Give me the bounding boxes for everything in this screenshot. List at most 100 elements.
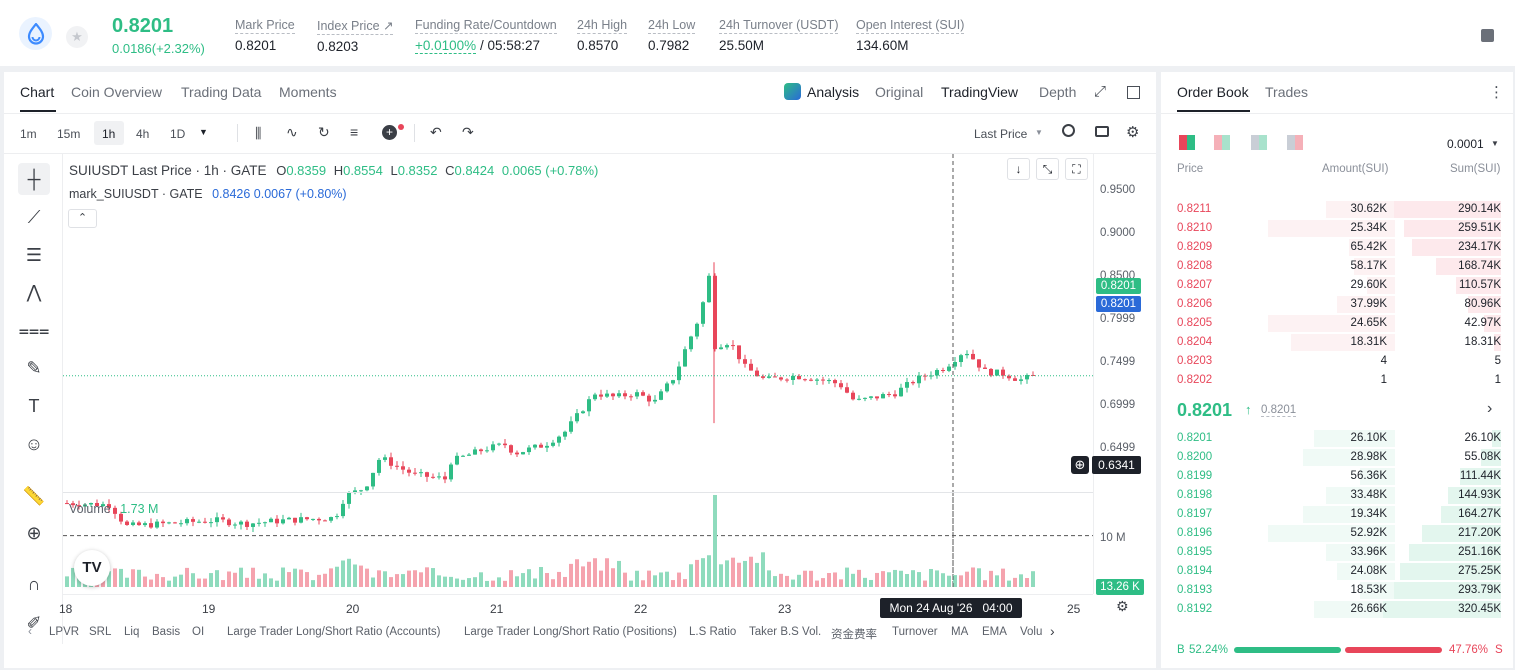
- interval-1d[interactable]: 1D: [170, 127, 186, 141]
- mid-chevron-icon[interactable]: ›: [1487, 400, 1493, 417]
- bid-row[interactable]: 0.8197 19.34K 164.27K: [1161, 505, 1513, 524]
- view-bids-icon[interactable]: [1251, 135, 1267, 150]
- indicator-oi[interactable]: OI: [192, 626, 205, 638]
- channel-tool-icon[interactable]: ☰: [25, 244, 43, 265]
- ask-row[interactable]: 0.8207 29.60K 110.57K: [1161, 276, 1513, 295]
- zoom-in-tool-icon[interactable]: ⊕: [26, 522, 42, 543]
- pattern-tool-icon[interactable]: ⋀: [26, 281, 42, 302]
- bid-row[interactable]: 0.8196 52.92K 217.20K: [1161, 524, 1513, 543]
- window-icon[interactable]: [1127, 86, 1140, 99]
- reset-scale-icon[interactable]: ⚙: [1116, 598, 1129, 614]
- indicator-ls-ratio[interactable]: L.S Ratio: [689, 626, 737, 638]
- interval-dropdown-icon[interactable]: ▼: [199, 127, 208, 137]
- brush-tool-icon[interactable]: ✎: [26, 357, 42, 378]
- expand-icon[interactable]: ⤢: [1094, 83, 1107, 100]
- indicators-icon[interactable]: ∿: [286, 124, 298, 140]
- view-mixed-icon[interactable]: [1214, 135, 1230, 150]
- ask-row[interactable]: 0.8205 24.65K 42.97K: [1161, 314, 1513, 333]
- indicators-scroll-left-icon[interactable]: ‹: [28, 624, 32, 638]
- indicators-scroll-right-icon[interactable]: ›: [1050, 623, 1055, 639]
- tab-coin-overview[interactable]: Coin Overview: [71, 84, 163, 100]
- view-both-icon[interactable]: [1179, 135, 1195, 150]
- add-indicator-icon[interactable]: +: [382, 125, 397, 140]
- fullscreen-chart-button[interactable]: ⛶: [1065, 158, 1088, 180]
- ask-row[interactable]: 0.8204 18.31K 18.31K: [1161, 333, 1513, 352]
- ask-row[interactable]: 0.8203 4 5: [1161, 352, 1513, 371]
- fib-tool-icon[interactable]: ⩶: [18, 319, 50, 340]
- tab-chart[interactable]: Chart: [20, 84, 55, 100]
- indicator-liq[interactable]: Liq: [124, 626, 140, 638]
- bid-row[interactable]: 0.8198 33.48K 144.93K: [1161, 486, 1513, 505]
- interval-4h[interactable]: 4h: [136, 127, 150, 141]
- favorite-star-icon[interactable]: ★: [66, 26, 88, 48]
- price-type-select[interactable]: Last Price: [974, 127, 1028, 141]
- notebook-icon[interactable]: [1481, 29, 1494, 42]
- indicator-turnover[interactable]: Turnover: [892, 626, 938, 638]
- volume-bar: [641, 580, 645, 587]
- scroll-down-button[interactable]: ↓: [1007, 158, 1030, 180]
- indicator-ema[interactable]: EMA: [982, 626, 1007, 638]
- ask-row[interactable]: 0.8211 30.62K 290.14K: [1161, 200, 1513, 219]
- crosshair-tool-icon[interactable]: ┼: [18, 163, 50, 195]
- templates-icon[interactable]: ≡: [350, 124, 359, 140]
- indicator-funding[interactable]: 资金费率: [831, 629, 877, 641]
- view-analysis[interactable]: Analysis: [807, 84, 860, 100]
- indicator-lt-positions[interactable]: Large Trader Long/Short Ratio (Positions…: [464, 626, 677, 638]
- interval-15m[interactable]: 15m: [57, 127, 81, 141]
- pencil-lock-icon[interactable]: ✐: [26, 612, 42, 633]
- magnet-tool-icon[interactable]: ∩: [27, 573, 41, 594]
- ask-row[interactable]: 0.8206 37.99K 80.96K: [1161, 295, 1513, 314]
- emoji-tool-icon[interactable]: ☺: [24, 433, 44, 454]
- indicator-ma[interactable]: MA: [951, 626, 969, 638]
- bid-row[interactable]: 0.8199 56.36K 111.44K: [1161, 467, 1513, 486]
- indicator-lt-accounts[interactable]: Large Trader Long/Short Ratio (Accounts): [227, 626, 441, 638]
- tab-order-book[interactable]: Order Book: [1177, 84, 1249, 100]
- view-tradingview[interactable]: TradingView: [941, 84, 1019, 100]
- refresh-icon[interactable]: ↻: [318, 124, 330, 140]
- camera-icon[interactable]: [1095, 126, 1109, 137]
- collapse-chart-button[interactable]: ⤡: [1036, 158, 1059, 180]
- undo-icon[interactable]: ↶: [430, 124, 442, 140]
- stat-index-price[interactable]: Index Price ↗ 0.8203: [317, 19, 394, 54]
- crosshair-plus-icon[interactable]: ⊕: [1071, 456, 1089, 474]
- redo-icon[interactable]: ↷: [462, 124, 474, 140]
- bid-row[interactable]: 0.8200 28.98K 55.08K: [1161, 448, 1513, 467]
- price-chart[interactable]: [63, 154, 1153, 584]
- price-axis[interactable]: 0.9500 0.9000 0.8500 0.7999 0.7499 0.699…: [1093, 154, 1153, 594]
- view-depth[interactable]: Depth: [1039, 84, 1077, 100]
- ask-row[interactable]: 0.8210 25.34K 259.51K: [1161, 219, 1513, 238]
- tab-moments[interactable]: Moments: [279, 84, 337, 100]
- text-tool-icon[interactable]: T: [28, 395, 40, 416]
- price-type-chevron-icon[interactable]: ▼: [1035, 128, 1043, 137]
- bid-row[interactable]: 0.8193 18.53K 293.79K: [1161, 581, 1513, 600]
- tab-trading-data[interactable]: Trading Data: [181, 84, 262, 100]
- volume-chart[interactable]: [63, 492, 1093, 587]
- view-asks-icon[interactable]: [1287, 135, 1303, 150]
- indicator-taker-vol[interactable]: Taker B.S Vol.: [749, 626, 822, 638]
- precision-select[interactable]: 0.0001: [1447, 137, 1484, 151]
- indicator-srl[interactable]: SRL: [89, 626, 112, 638]
- indicator-lpvr[interactable]: LPVR: [49, 626, 80, 638]
- trendline-tool-icon[interactable]: ⟋: [27, 206, 41, 227]
- ask-row[interactable]: 0.8208 58.17K 168.74K: [1161, 257, 1513, 276]
- interval-1m[interactable]: 1m: [20, 127, 37, 141]
- time-axis[interactable]: 18 19 20 21 22 23 25: [59, 594, 1093, 618]
- bid-row[interactable]: 0.8195 33.96K 251.16K: [1161, 543, 1513, 562]
- precision-chevron-icon[interactable]: ▼: [1491, 139, 1499, 148]
- view-original[interactable]: Original: [875, 84, 924, 100]
- candle-type-icon[interactable]: ⫼: [255, 125, 262, 141]
- search-icon[interactable]: [1062, 124, 1075, 137]
- indicator-basis[interactable]: Basis: [152, 626, 181, 638]
- bid-row[interactable]: 0.8192 26.66K 320.45K: [1161, 600, 1513, 619]
- bid-row[interactable]: 0.8201 26.10K 26.10K: [1161, 429, 1513, 448]
- tab-trades[interactable]: Trades: [1265, 84, 1309, 100]
- interval-1h[interactable]: 1h: [102, 127, 116, 141]
- ask-row[interactable]: 0.8202 1 1: [1161, 371, 1513, 390]
- settings-gear-icon[interactable]: ⚙: [1126, 124, 1140, 141]
- ask-row[interactable]: 0.8209 65.42K 234.17K: [1161, 238, 1513, 257]
- indicator-volume[interactable]: Volu: [1020, 626, 1043, 638]
- more-options-icon[interactable]: ⋮: [1489, 84, 1504, 101]
- bid-row[interactable]: 0.8194 24.08K 275.25K: [1161, 562, 1513, 581]
- ruler-tool-icon[interactable]: 📏: [22, 485, 46, 506]
- collapse-legend-button[interactable]: ⌃: [68, 209, 97, 228]
